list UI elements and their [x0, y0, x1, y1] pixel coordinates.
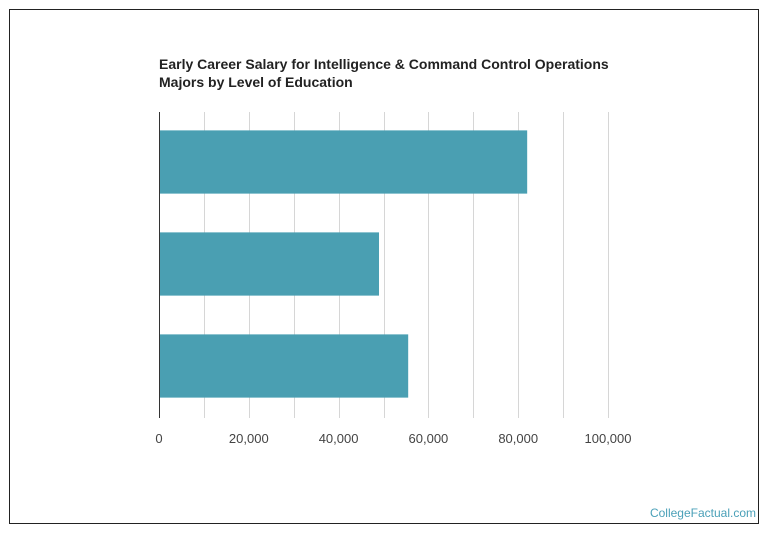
- collegefactual-credit-link[interactable]: CollegeFactual.com: [649, 506, 756, 520]
- bar: [159, 232, 380, 296]
- x-tick-label: 40,000: [319, 431, 359, 446]
- chart-title-line-2: Majors by Level of Education: [159, 74, 353, 90]
- chart-title-line-1: Early Career Salary for Intelligence & C…: [159, 56, 609, 72]
- x-tick-label: 80,000: [498, 431, 538, 446]
- bar: [159, 130, 528, 194]
- bar: [159, 334, 409, 398]
- chart-title: Early Career Salary for Intelligence & C…: [159, 55, 619, 91]
- x-tick-label: 60,000: [409, 431, 449, 446]
- x-tick-label: 20,000: [229, 431, 269, 446]
- x-tick-label: 0: [155, 431, 162, 446]
- x-tick-label: 100,000: [585, 431, 632, 446]
